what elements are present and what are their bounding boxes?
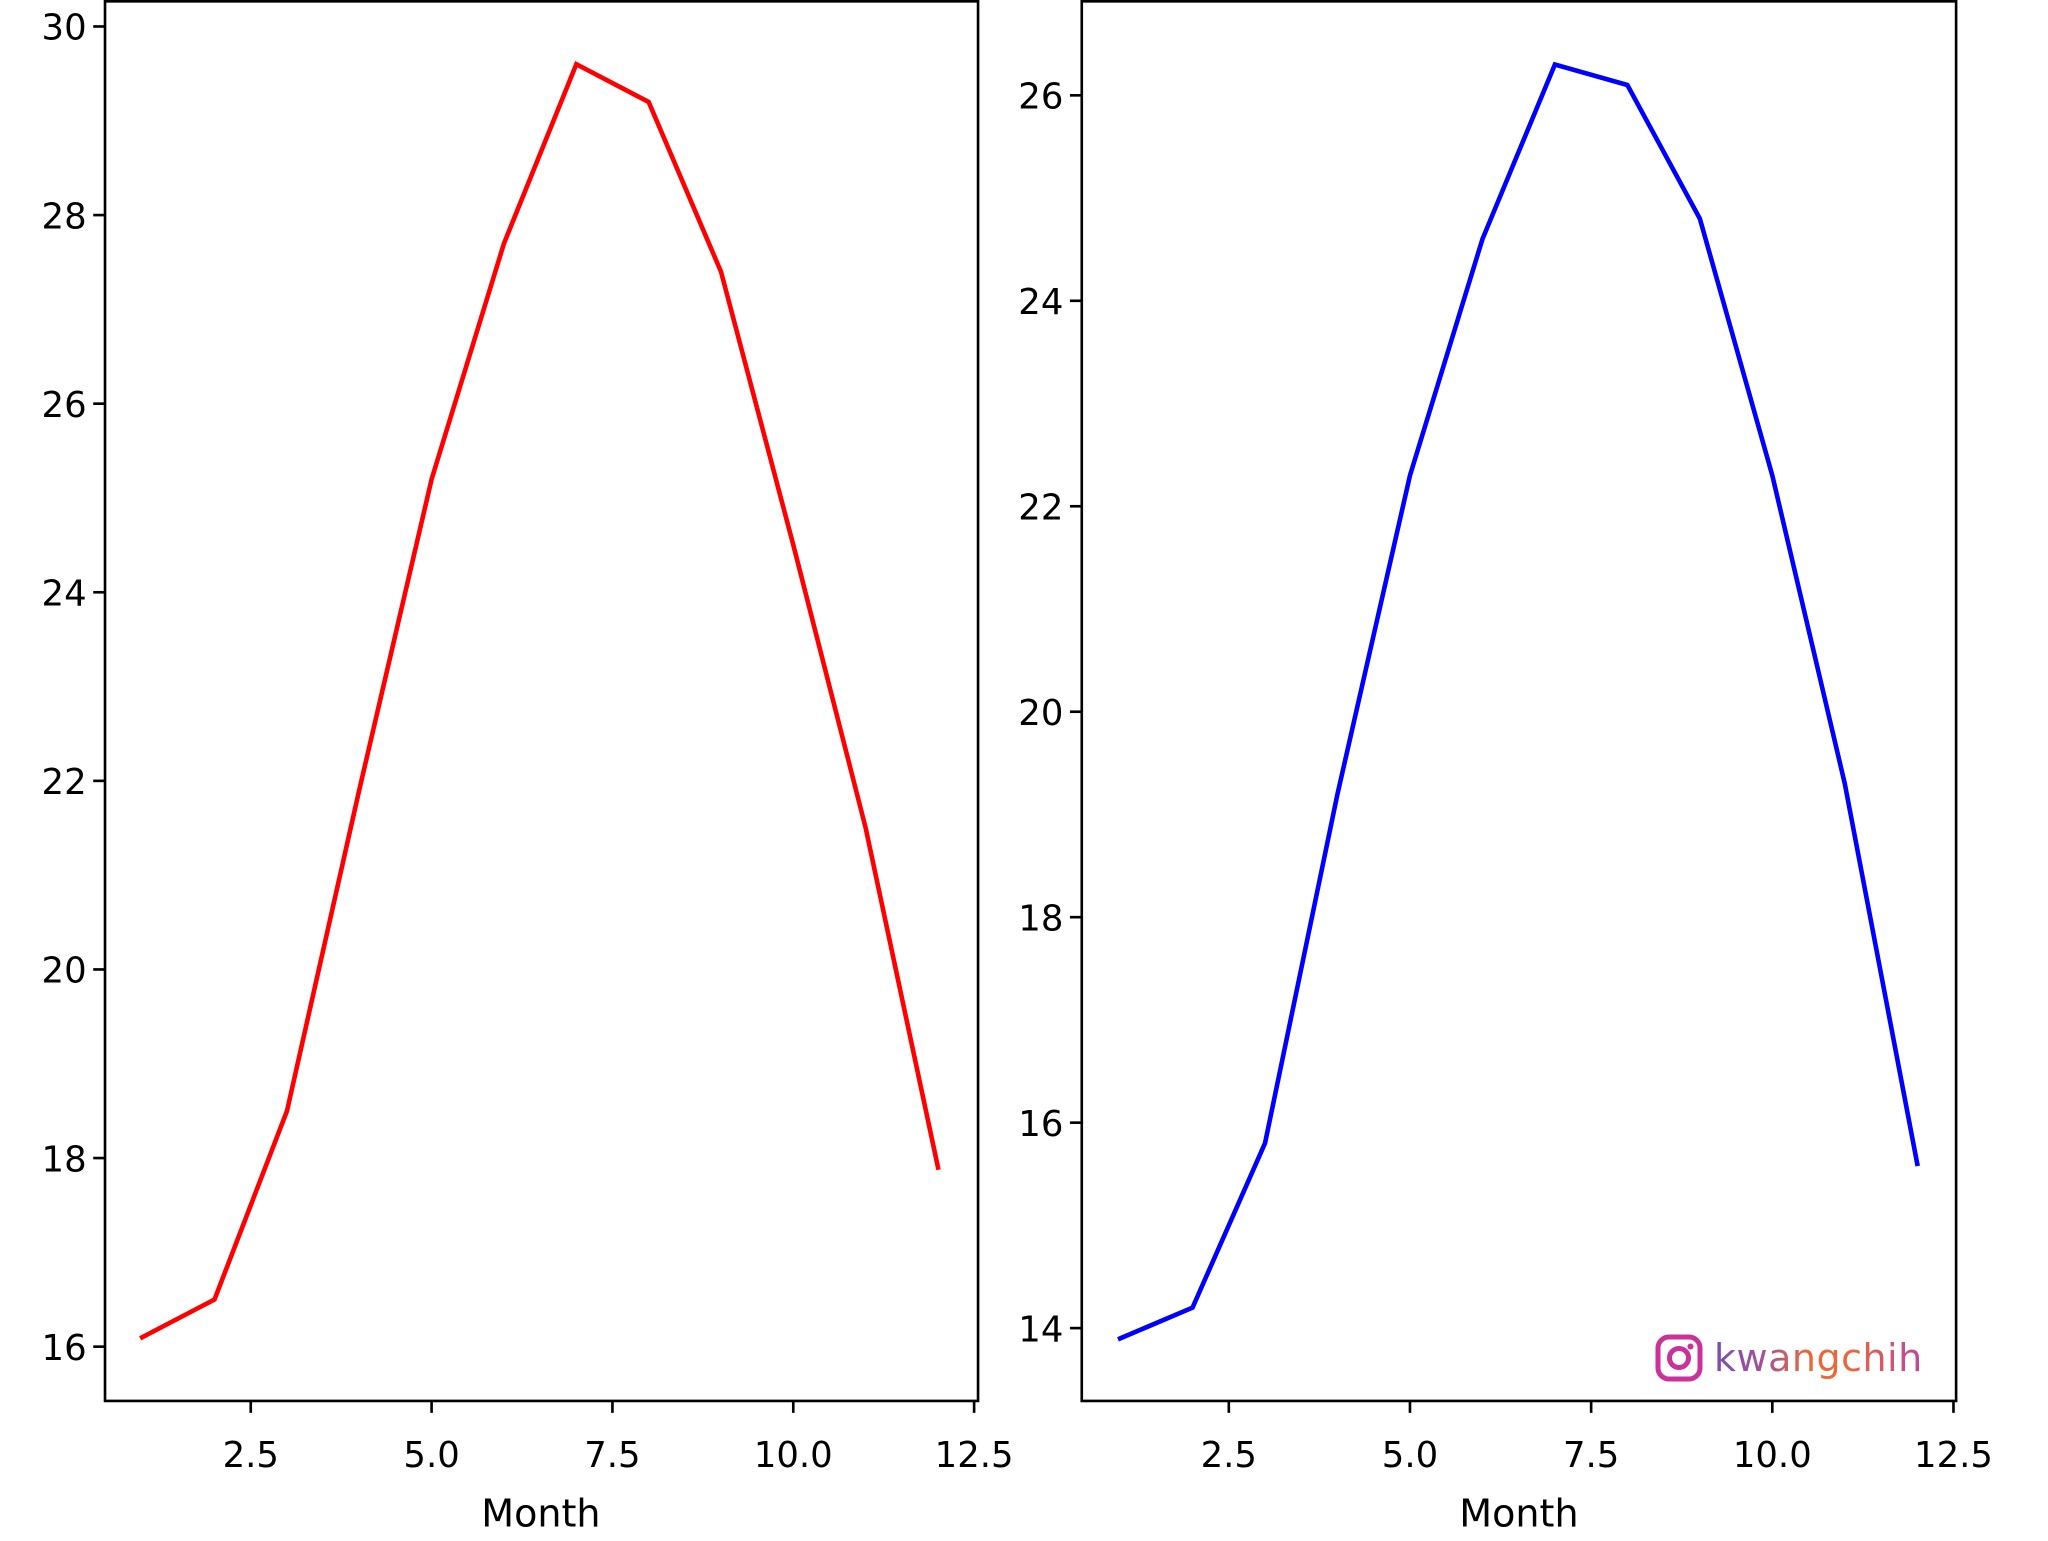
x-tick-label: 10.0 <box>754 1435 833 1476</box>
y-tick-label: 20 <box>42 951 87 992</box>
right-axes-frame <box>1080 0 1958 1403</box>
x-tick-label: 2.5 <box>1201 1435 1257 1476</box>
y-tick-label: 20 <box>1018 693 1063 734</box>
left-x-axis-label: Month <box>481 1493 600 1536</box>
left-red-line <box>139 60 941 1341</box>
x-tick-label: 7.5 <box>584 1435 640 1476</box>
x-tick-label: 5.0 <box>1382 1435 1438 1476</box>
y-tick-label: 30 <box>42 8 87 49</box>
y-tick-label: 24 <box>42 573 87 614</box>
y-tick-label: 14 <box>1018 1309 1063 1350</box>
right-x-axis: 2.5 5.0 7.5 10.0 12.5 <box>1201 1400 1993 1476</box>
left-y-axis: 16 18 20 22 24 26 28 30 <box>42 8 106 1369</box>
y-tick-label: 26 <box>1018 76 1063 117</box>
y-tick-label: 26 <box>42 385 87 426</box>
right-y-axis: 14 16 18 20 22 24 26 <box>1018 76 1082 1350</box>
watermark-text: kwangchih <box>1714 1336 1923 1380</box>
y-tick-label: 22 <box>1018 487 1063 528</box>
x-tick-label: 10.0 <box>1733 1435 1812 1476</box>
y-tick-label: 22 <box>42 762 87 803</box>
x-tick-label: 5.0 <box>403 1435 459 1476</box>
y-tick-label: 24 <box>1018 282 1063 323</box>
instagram-icon <box>1655 1334 1703 1382</box>
y-tick-label: 18 <box>1018 898 1063 939</box>
y-tick-label: 16 <box>1018 1104 1063 1145</box>
right-blue-line <box>1117 61 1920 1342</box>
right-x-axis-label: Month <box>1459 1493 1578 1536</box>
x-tick-label: 2.5 <box>223 1435 279 1476</box>
right-panel: 14 16 18 20 22 24 26 2.5 5.0 7.5 10.0 12.5 Month <box>1018 0 1993 1537</box>
x-tick-label: 7.5 <box>1563 1435 1619 1476</box>
x-tick-label: 12.5 <box>935 1435 1014 1476</box>
left-axes-frame <box>103 0 980 1403</box>
y-tick-label: 18 <box>42 1139 87 1180</box>
watermark: kwangchih <box>1654 1330 1923 1386</box>
left-x-axis: 2.5 5.0 7.5 10.0 12.5 <box>223 1400 1014 1476</box>
x-tick-label: 12.5 <box>1914 1435 1993 1476</box>
left-panel: 16 18 20 22 24 26 28 30 2.5 5.0 7.5 10.0 12.5 Month <box>42 0 1014 1537</box>
y-tick-label: 28 <box>42 196 87 237</box>
y-tick-label: 16 <box>42 1328 87 1369</box>
